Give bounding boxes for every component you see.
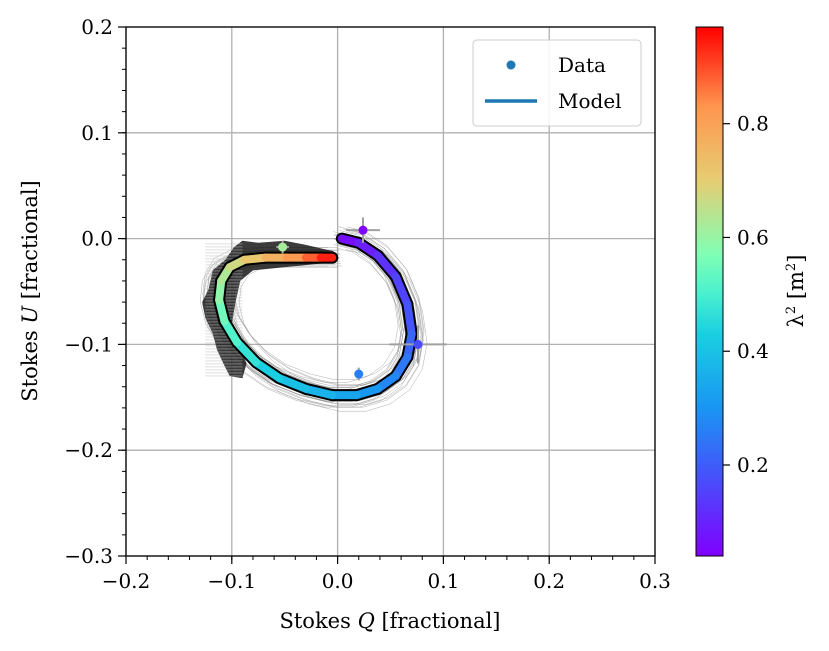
- x-axis-ticks: −0.2 −0.1 0.0 0.1 0.2 0.3: [102, 556, 671, 593]
- model-curve-segment: [403, 300, 416, 338]
- data-point: [358, 225, 368, 235]
- colorbar-ticks: 0.2 0.4 0.6 0.8: [723, 112, 769, 477]
- data-point: [354, 369, 364, 379]
- y-tick-label: 0.1: [81, 121, 113, 145]
- colorbar-tick-label: 0.4: [737, 339, 769, 363]
- legend: Data Model: [472, 39, 642, 127]
- y-tick-label: −0.3: [64, 544, 113, 568]
- legend-box: [472, 39, 642, 127]
- x-tick-label: 0.0: [322, 569, 354, 593]
- y-tick-label: −0.1: [64, 332, 113, 356]
- data-point: [413, 339, 423, 349]
- x-tick-label: 0.1: [427, 569, 459, 593]
- y-axis-label: Stokes U [fractional]: [18, 180, 42, 402]
- colorbar: [695, 26, 724, 557]
- y-tick-label: 0.0: [81, 227, 113, 251]
- x-tick-label: −0.1: [208, 569, 257, 593]
- colorbar-label: λ2 [m2]: [784, 255, 808, 328]
- colorbar-tick-label: 0.8: [737, 112, 769, 136]
- colorbar-tick-label: 0.2: [737, 453, 769, 477]
- x-axis-label: Stokes Q [fractional]: [279, 609, 500, 633]
- y-axis-ticks: −0.3 −0.2 −0.1 0.0 0.1 0.2: [64, 15, 126, 568]
- y-tick-label: −0.2: [64, 438, 113, 462]
- x-tick-label: 0.2: [533, 569, 565, 593]
- model-curve: [213, 232, 418, 402]
- colorbar-tick-label: 0.6: [737, 225, 769, 249]
- model-curve-segment: [220, 317, 242, 347]
- plot-frame: [125, 26, 656, 557]
- data-points: [276, 217, 447, 381]
- legend-model-label: Model: [558, 89, 622, 113]
- model-curve-segment: [275, 374, 310, 393]
- y-tick-label: 0.2: [81, 15, 113, 39]
- x-tick-label: −0.2: [102, 569, 151, 593]
- data-point: [278, 242, 288, 252]
- x-tick-label: 0.3: [639, 569, 671, 593]
- model-curve-segment: [233, 338, 261, 367]
- model-curve-segment: [373, 251, 400, 281]
- model-curve-segment: [391, 272, 412, 309]
- model-curve-segment: [252, 358, 284, 383]
- legend-data-label: Data: [558, 53, 606, 77]
- model-curve-segment: [301, 384, 337, 400]
- legend-data-marker: [506, 60, 516, 70]
